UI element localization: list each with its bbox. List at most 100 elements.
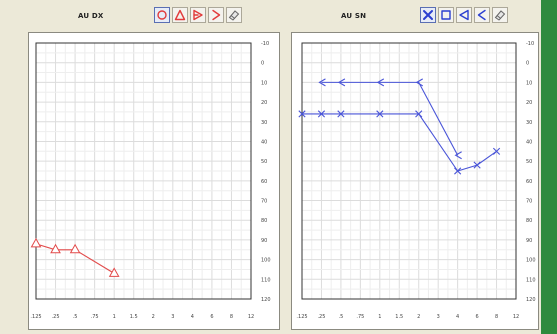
eraser-button[interactable] bbox=[492, 7, 508, 23]
x-tick-label: 1 bbox=[113, 314, 116, 320]
series bbox=[298, 110, 501, 175]
x-mark-icon bbox=[423, 10, 433, 20]
data-point bbox=[317, 110, 326, 118]
circle-icon bbox=[157, 10, 167, 20]
data-point bbox=[69, 243, 81, 254]
y-tick-label: 70 bbox=[261, 199, 267, 205]
x-tick-label: .125 bbox=[296, 314, 307, 320]
y-tick-label: 40 bbox=[261, 139, 267, 145]
y-tick-label: 60 bbox=[526, 179, 532, 185]
x-tick-label: 8 bbox=[230, 314, 233, 320]
y-tick-label: 120 bbox=[526, 297, 536, 303]
x-tick-label: .25 bbox=[52, 314, 60, 320]
circle-marker-button[interactable] bbox=[154, 7, 170, 23]
data-point bbox=[415, 110, 423, 118]
triangle-icon bbox=[174, 9, 186, 21]
audiogram-left-ear[interactable]: -10 0 10 20 30 40 50 60 70 80 90 100 110 120 .125 .25 .5… bbox=[292, 33, 538, 329]
chart-frame: -10 0 10 20 30 40 50 60 70 80 90 100 110 120 .125 .25 .5… bbox=[28, 32, 280, 330]
data-point bbox=[337, 78, 346, 87]
x-tick-label: .125 bbox=[30, 314, 41, 320]
x-tick-label: 12 bbox=[513, 314, 519, 320]
y-tick-label: 100 bbox=[261, 258, 271, 264]
window-edge bbox=[541, 0, 557, 334]
panel-header: AU DX bbox=[14, 0, 280, 28]
y-tick-label: 110 bbox=[526, 277, 536, 283]
x-tick-label: 3 bbox=[171, 314, 174, 320]
y-tick-label: 60 bbox=[261, 179, 267, 185]
x-marker-button[interactable] bbox=[420, 7, 436, 23]
x-tick-label: 1.5 bbox=[130, 314, 138, 320]
data-point bbox=[376, 78, 385, 87]
y-tick-label: 90 bbox=[526, 238, 532, 244]
y-tick-label: 70 bbox=[526, 199, 532, 205]
data-point bbox=[454, 151, 462, 160]
flag-left-icon bbox=[459, 9, 469, 21]
y-tick-label: 80 bbox=[261, 218, 267, 224]
y-tick-label: 40 bbox=[526, 139, 532, 145]
x-tick-label: 2 bbox=[152, 314, 155, 320]
x-tick-label: .75 bbox=[91, 314, 99, 320]
flag-right-icon bbox=[193, 9, 203, 21]
series-line bbox=[302, 113, 497, 172]
x-tick-label: 4 bbox=[191, 314, 194, 320]
chevron-right-icon bbox=[212, 9, 221, 21]
y-tick-label: 30 bbox=[526, 120, 532, 126]
ear-label: AU SN bbox=[341, 12, 367, 20]
data-point bbox=[337, 110, 345, 118]
y-tick-label: 30 bbox=[261, 120, 267, 126]
ear-label: AU DX bbox=[78, 12, 104, 20]
chevron-right-marker-button[interactable] bbox=[208, 7, 224, 23]
x-tick-label: 2 bbox=[417, 314, 420, 320]
triangle-marker-button[interactable] bbox=[172, 7, 188, 23]
y-tick-label: 50 bbox=[261, 159, 267, 165]
data-point bbox=[50, 243, 61, 254]
data-point bbox=[108, 267, 120, 277]
grid bbox=[35, 42, 252, 300]
data-point bbox=[298, 110, 306, 118]
series-line bbox=[321, 81, 459, 156]
x-tick-label: 6 bbox=[475, 314, 478, 320]
chevron-left-icon bbox=[477, 9, 486, 21]
eraser-icon bbox=[228, 10, 240, 21]
x-tick-label: 4 bbox=[456, 314, 459, 320]
y-tick-label: 20 bbox=[261, 100, 267, 106]
x-tick-label: 1 bbox=[378, 314, 381, 320]
grid bbox=[301, 42, 517, 300]
data-point bbox=[318, 78, 326, 87]
x-tick-label: 8 bbox=[495, 314, 498, 320]
plot-area-border bbox=[35, 42, 252, 300]
data-point bbox=[473, 161, 481, 169]
y-tick-label: 20 bbox=[526, 100, 532, 106]
data-point bbox=[415, 78, 424, 87]
data-point bbox=[376, 110, 384, 118]
data-point bbox=[454, 167, 462, 175]
flag-left-marker-button[interactable] bbox=[456, 7, 472, 23]
x-tick-label: .25 bbox=[317, 314, 325, 320]
chevron-left-marker-button[interactable] bbox=[474, 7, 490, 23]
x-tick-label: .5 bbox=[339, 314, 344, 320]
y-tick-label: 120 bbox=[261, 297, 271, 303]
chart-frame: -10 0 10 20 30 40 50 60 70 80 90 100 110 120 .125 .25 .5… bbox=[291, 32, 539, 330]
y-tick-label: 10 bbox=[261, 80, 267, 86]
square-marker-button[interactable] bbox=[438, 7, 454, 23]
y-tick-label: 110 bbox=[261, 277, 271, 283]
plot-area-border bbox=[301, 42, 517, 300]
panel-header: AU SN bbox=[285, 0, 539, 28]
y-tick-label: 100 bbox=[526, 258, 536, 264]
flag-right-marker-button[interactable] bbox=[190, 7, 206, 23]
x-tick-label: 1.5 bbox=[395, 314, 403, 320]
y-tick-label: -10 bbox=[526, 41, 534, 47]
marker-toolbar bbox=[154, 7, 242, 23]
x-tick-label: 3 bbox=[437, 314, 440, 320]
eraser-button[interactable] bbox=[226, 7, 242, 23]
x-tick-label: 12 bbox=[248, 314, 254, 320]
marker-toolbar bbox=[420, 7, 508, 23]
series-line bbox=[35, 243, 115, 274]
audiogram-right-ear[interactable]: -10 0 10 20 30 40 50 60 70 80 90 100 110 120 .125 .25 .5… bbox=[29, 33, 279, 329]
y-tick-label: 0 bbox=[261, 61, 264, 67]
x-tick-label: 6 bbox=[210, 314, 213, 320]
square-icon bbox=[441, 10, 451, 20]
right-ear-panel: AU DX -10 0 10 20 30 40 50 60 70 80 90 100 110 120 .12… bbox=[14, 0, 280, 330]
data-point bbox=[30, 237, 42, 248]
x-tick-label: .5 bbox=[73, 314, 78, 320]
